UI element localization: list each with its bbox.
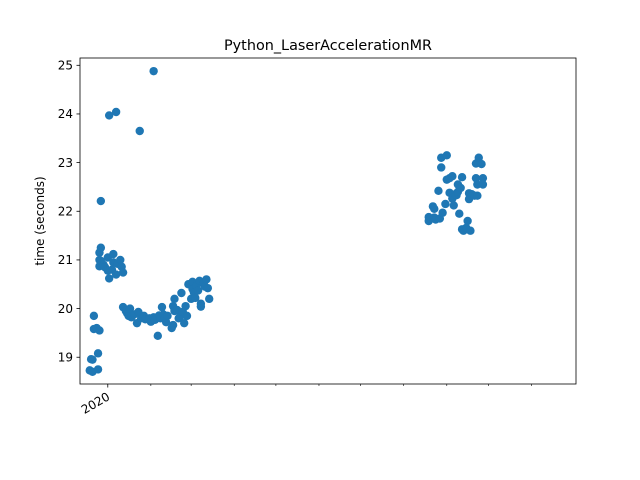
data-point bbox=[96, 243, 106, 252]
data-point bbox=[135, 126, 144, 136]
data-point bbox=[193, 286, 203, 295]
y-tick-label: 22 bbox=[58, 204, 73, 218]
data-point bbox=[473, 191, 482, 200]
data-point bbox=[441, 199, 450, 209]
data-point bbox=[203, 283, 213, 293]
data-point bbox=[88, 355, 97, 364]
data-point bbox=[434, 186, 443, 196]
data-point bbox=[153, 331, 162, 341]
data-point bbox=[104, 274, 114, 283]
data-point bbox=[474, 153, 483, 162]
chart-title: Python_LaserAccelerationMR bbox=[224, 38, 432, 54]
data-point bbox=[466, 226, 475, 235]
data-point bbox=[448, 172, 457, 181]
data-point bbox=[89, 311, 99, 321]
y-tick-label: 19 bbox=[58, 350, 73, 364]
data-point bbox=[93, 365, 103, 374]
data-point bbox=[181, 301, 190, 311]
data-point bbox=[455, 209, 464, 218]
data-point bbox=[191, 293, 200, 303]
y-axis-label: time (seconds) bbox=[33, 176, 47, 265]
y-tick-label: 25 bbox=[58, 58, 73, 72]
y-tick-label: 21 bbox=[58, 253, 73, 267]
data-point bbox=[157, 302, 167, 312]
data-point bbox=[442, 151, 451, 160]
data-point bbox=[161, 318, 171, 327]
data-point bbox=[437, 163, 446, 172]
data-point bbox=[111, 270, 121, 279]
data-point bbox=[456, 183, 465, 193]
data-point bbox=[430, 204, 439, 214]
plot-area-frame bbox=[79, 57, 577, 385]
data-point bbox=[170, 294, 179, 304]
data-point bbox=[149, 66, 158, 76]
data-point bbox=[177, 288, 186, 298]
data-point bbox=[116, 255, 125, 265]
data-point bbox=[457, 173, 467, 182]
data-point bbox=[449, 201, 458, 210]
data-point bbox=[182, 311, 192, 321]
data-point bbox=[471, 173, 481, 183]
data-point bbox=[180, 318, 189, 328]
data-point bbox=[95, 326, 104, 335]
data-point bbox=[168, 320, 178, 330]
y-axis-ticks: 19 20 21 22 23 24 25 bbox=[58, 58, 80, 364]
data-point bbox=[478, 173, 488, 183]
data-point bbox=[96, 196, 106, 206]
data-point bbox=[109, 249, 118, 259]
data-point bbox=[202, 275, 211, 284]
data-point bbox=[118, 268, 128, 277]
data-point bbox=[438, 208, 447, 217]
data-point bbox=[196, 302, 206, 311]
data-point bbox=[163, 311, 172, 321]
y-tick-label: 24 bbox=[58, 107, 73, 121]
y-tick-label: 23 bbox=[58, 156, 73, 170]
data-point bbox=[104, 111, 114, 120]
data-point bbox=[111, 107, 121, 117]
data-point bbox=[478, 180, 488, 189]
data-point bbox=[477, 159, 486, 169]
y-tick-label: 20 bbox=[58, 302, 73, 316]
data-point bbox=[205, 294, 214, 304]
data-points bbox=[85, 66, 488, 377]
data-point bbox=[125, 304, 135, 313]
data-point bbox=[463, 216, 472, 226]
data-point bbox=[93, 349, 103, 358]
